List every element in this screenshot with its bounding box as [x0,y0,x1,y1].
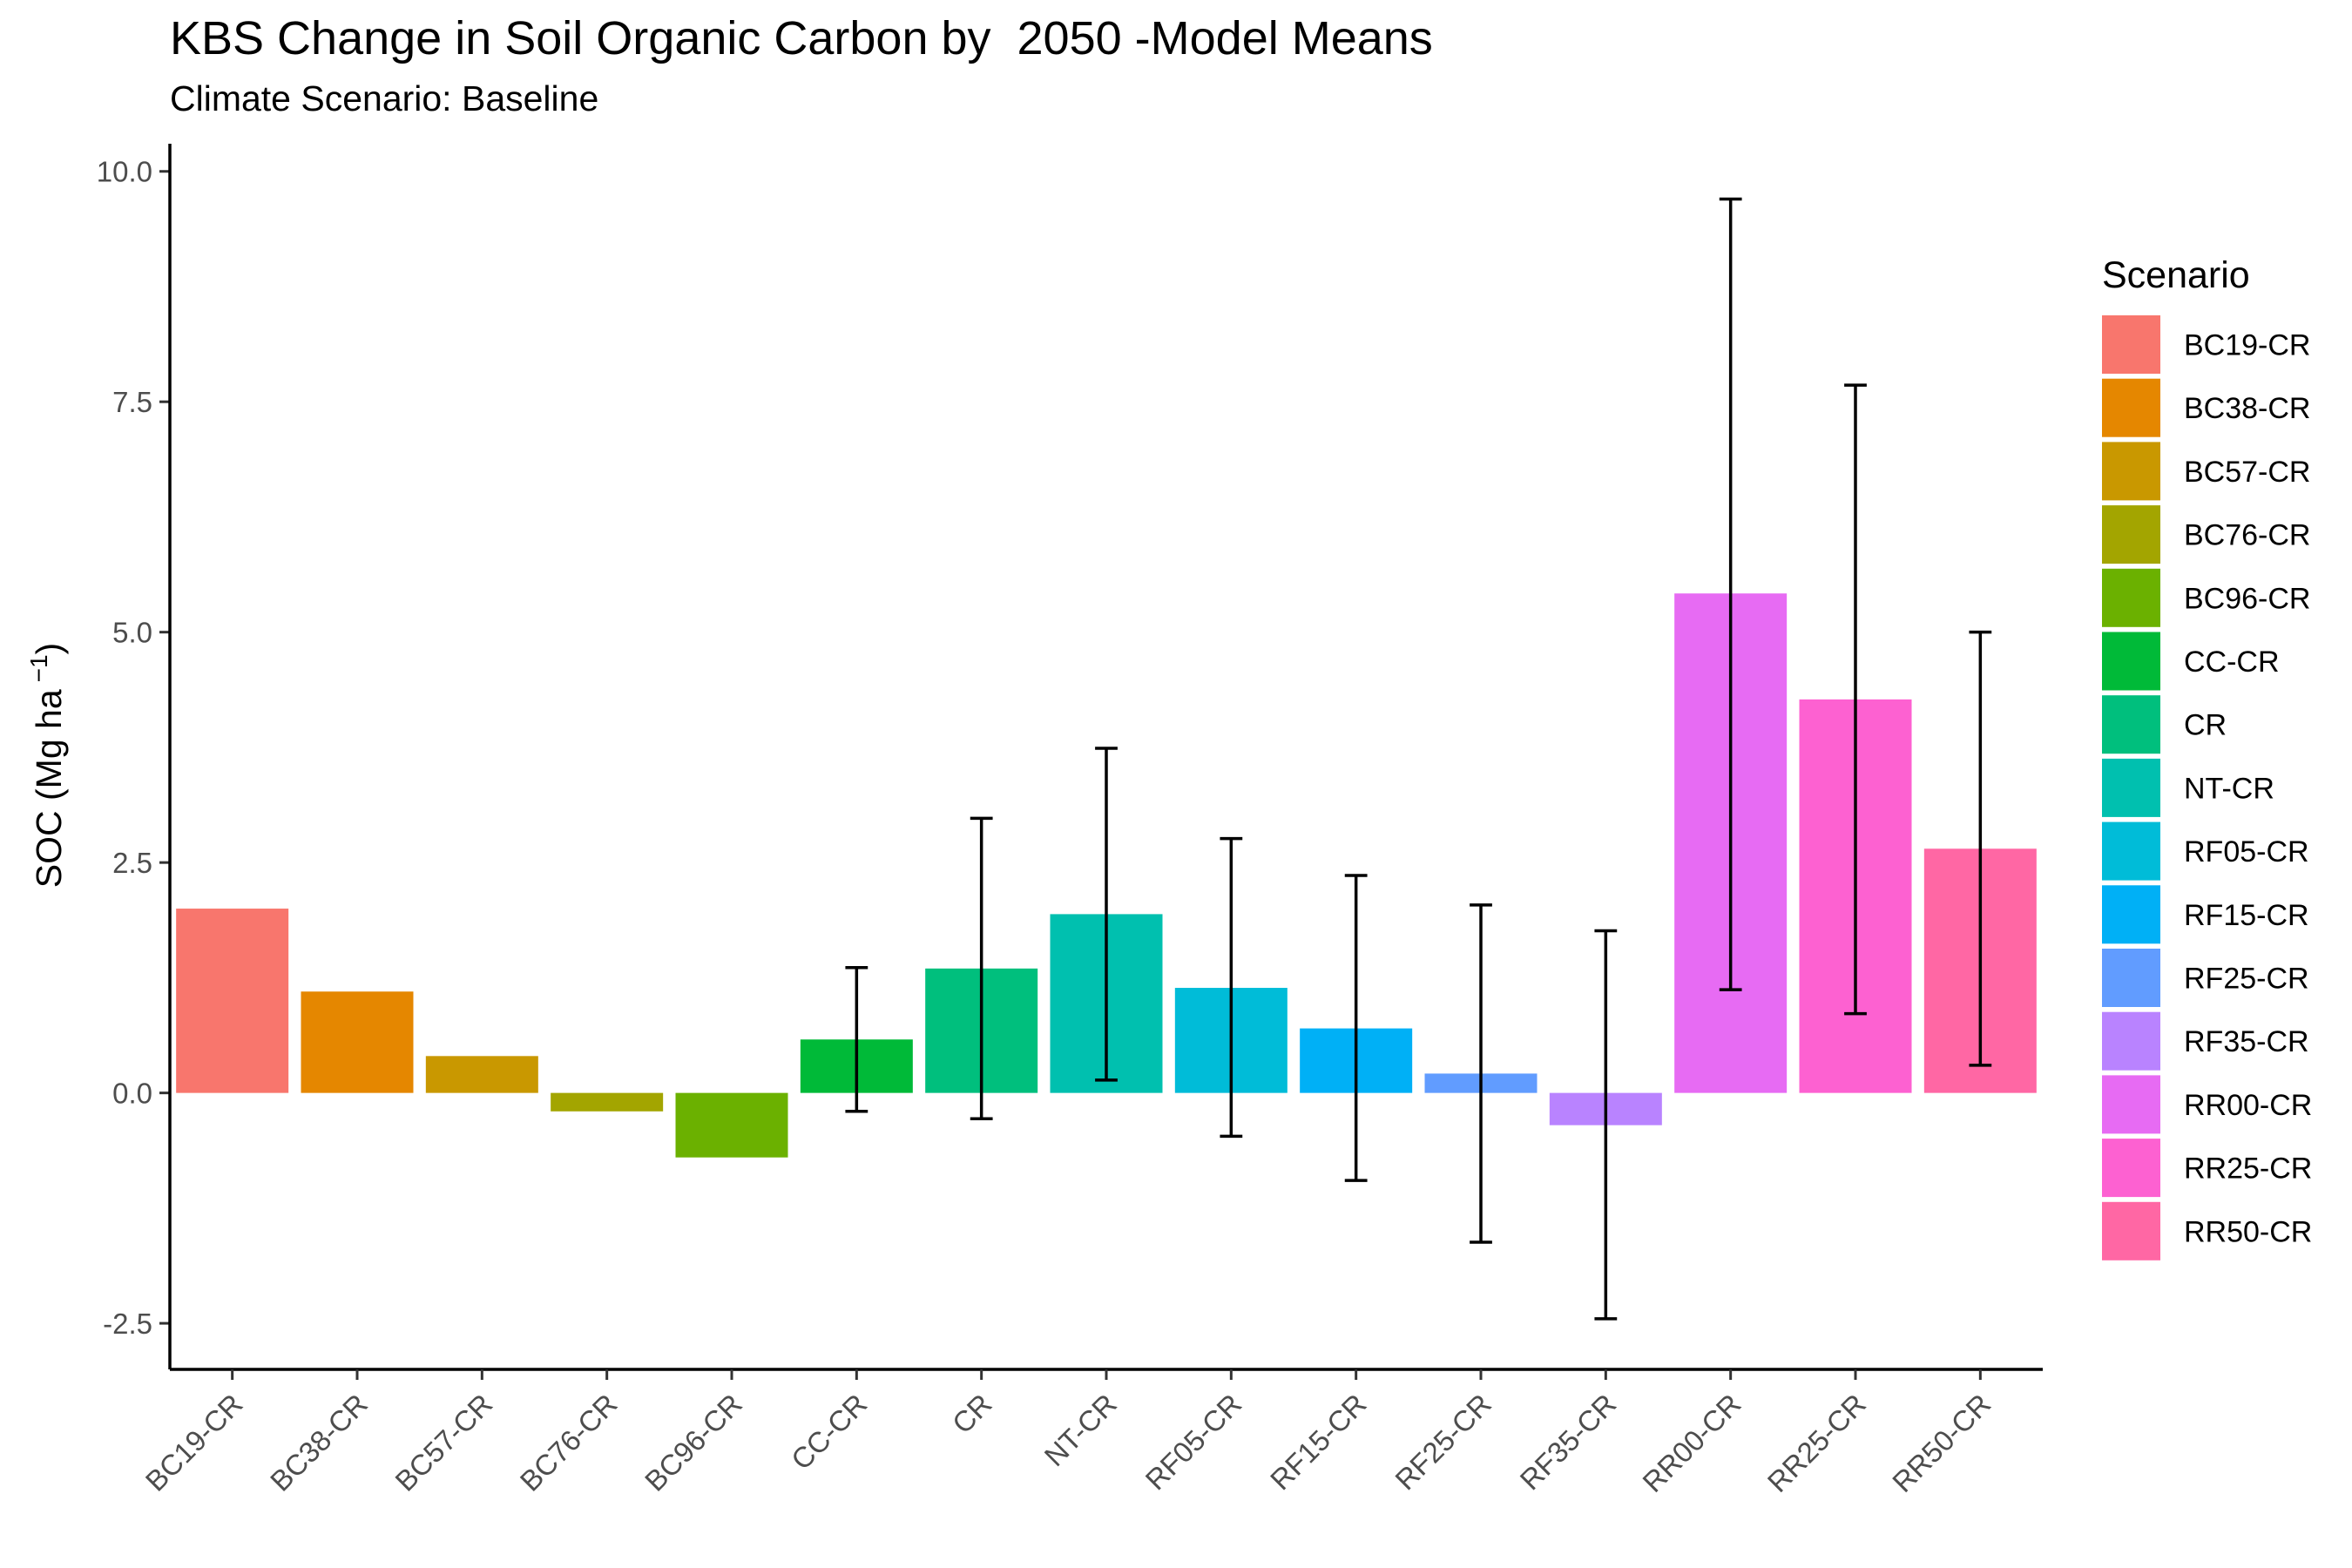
legend-item-bc38-cr: BC38-CR [2102,378,2310,437]
legend-item-rr00-cr: RR00-CR [2102,1075,2312,1134]
legend-swatch [2102,1075,2160,1134]
x-tick-label: CR [946,1388,998,1440]
legend-swatch [2102,821,2160,881]
legend-item-rf35-cr: RF35-CR [2102,1011,2309,1071]
legend-label: BC57-CR [2184,456,2310,489]
bar-bc38-cr [301,991,414,1093]
error-bar-rf05-cr [1220,836,1243,1139]
x-tick-label: NT-CR [1037,1388,1122,1472]
y-tick-label: 7.5 [112,386,152,418]
legend-swatch [2102,442,2160,501]
legend-label: RF15-CR [2184,899,2309,932]
error-bar-rr00-cr [1719,197,1742,991]
legend-item-bc57-cr: BC57-CR [2102,442,2310,501]
legend-label: BC19-CR [2184,329,2310,362]
legend-swatch [2102,1139,2160,1198]
legend-label: RR00-CR [2184,1089,2312,1122]
y-tick-label: 10.0 [97,156,152,188]
x-tick-label: RF05-CR [1139,1388,1248,1497]
legend-swatch [2102,1201,2160,1260]
error-bar-rf15-cr [1344,874,1368,1182]
x-tick-label: BC96-CR [639,1388,748,1497]
error-bars [845,197,1992,1321]
legend-label: BC96-CR [2184,582,2310,615]
legend: Scenario BC19-CR BC38-CR BC57-CR BC76-CR BC96… [2102,254,2312,1260]
legend-item-bc76-cr: BC76-CR [2102,505,2310,564]
legend-swatch [2102,885,2160,944]
y-axis-label: SOC (Mg ha −1) [25,643,69,888]
legend-label: RF25-CR [2184,963,2309,996]
legend-swatch [2102,1011,2160,1071]
x-tick-label: CC-CR [785,1388,873,1476]
error-bar-rf25-cr [1470,903,1492,1244]
error-bar-rf35-cr [1594,929,1618,1321]
legend-swatch [2102,568,2160,627]
y-tick-label: 5.0 [112,617,152,649]
legend-label: NT-CR [2184,772,2274,805]
bar-bc76-cr [551,1092,664,1112]
y-tick-label: 2.5 [112,847,152,879]
x-tick-label: RR25-CR [1761,1388,1872,1498]
x-tick-label: RF15-CR [1264,1388,1373,1497]
bar-bc57-cr [425,1056,538,1093]
legend-item-rf05-cr: RF05-CR [2102,821,2309,881]
x-tick-label: BC38-CR [264,1388,374,1497]
error-bar-cc-cr [845,966,868,1113]
legend-label: RR25-CR [2184,1152,2312,1186]
legend-label: BC76-CR [2184,519,2310,552]
y-axis-title: SOC (Mg ha −1) [25,643,69,888]
y-axis-title-main: SOC (Mg ha [29,689,69,888]
x-tick-label: RR00-CR [1636,1388,1747,1498]
error-bar-rr25-cr [1844,383,1867,1016]
legend-swatch [2102,315,2160,374]
legend-item-cr: CR [2102,695,2227,754]
legend-swatch [2102,505,2160,564]
legend-label: RR50-CR [2184,1215,2312,1248]
legend-label: RF35-CR [2184,1025,2309,1058]
x-tick-label: RR50-CR [1886,1388,1997,1498]
legend-swatch [2102,632,2160,691]
legend-swatch [2102,695,2160,754]
legend-label: CR [2184,709,2227,742]
x-axis-ticks: BC19-CR BC38-CR BC57-CR BC76-CR BC96-CR CC-CR… [139,1369,1997,1498]
legend-swatch [2102,949,2160,1007]
legend-label: BC38-CR [2184,392,2310,425]
y-axis-ticks: -2.5 0.0 2.5 5.0 7.5 10.0 [97,156,170,1340]
chart-subtitle: Climate Scenario: Baseline [170,78,599,118]
chart-title: KBS Change in Soil Organic Carbon by 205… [170,12,1433,64]
legend-item-nt-cr: NT-CR [2102,758,2274,817]
legend-item-bc96-cr: BC96-CR [2102,568,2310,627]
x-tick-label: RF35-CR [1514,1388,1623,1497]
legend-item-rr50-cr: RR50-CR [2102,1201,2312,1260]
legend-item-bc19-cr: BC19-CR [2102,315,2310,374]
y-axis-title-close: ) [29,643,69,655]
legend-swatch [2102,758,2160,817]
x-tick-label: RF25-CR [1389,1388,1497,1497]
x-tick-label: BC19-CR [139,1388,249,1497]
legend-item-cc-cr: CC-CR [2102,632,2280,691]
y-tick-label: 0.0 [112,1078,152,1110]
y-axis-title-superscript: −1 [25,654,52,682]
legend-item-rf15-cr: RF15-CR [2102,885,2309,944]
x-tick-label: BC57-CR [389,1388,498,1497]
error-bar-nt-cr [1095,747,1118,1082]
legend-label: CC-CR [2184,645,2280,679]
legend-title: Scenario [2102,254,2250,296]
legend-label: RF05-CR [2184,835,2309,868]
bar-bc19-cr [176,909,289,1093]
error-bar-rr50-cr [1969,630,1992,1067]
error-bar-cr [970,816,993,1121]
legend-item-rr25-cr: RR25-CR [2102,1139,2312,1198]
legend-item-rf25-cr: RF25-CR [2102,949,2309,1007]
x-tick-label: BC76-CR [514,1388,624,1497]
legend-swatch [2102,378,2160,437]
y-tick-label: -2.5 [103,1308,152,1340]
bar-bc96-cr [675,1092,788,1158]
